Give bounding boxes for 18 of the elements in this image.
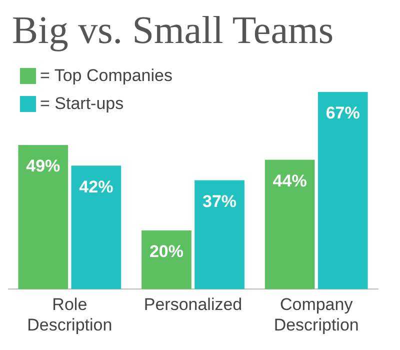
bar xyxy=(142,230,192,290)
bar xyxy=(71,166,122,290)
bar xyxy=(264,160,315,290)
x-tick-label: Company Description xyxy=(274,295,359,334)
x-tick-label: Role Description xyxy=(27,295,112,334)
data-label: 67% xyxy=(326,104,360,123)
data-label: 37% xyxy=(202,192,237,211)
bar xyxy=(318,92,368,290)
bar xyxy=(18,144,68,290)
x-tick-label: Personalized xyxy=(144,295,242,314)
data-label: 44% xyxy=(272,171,307,190)
data-label: 42% xyxy=(79,177,114,196)
chart-title: Big vs. Small Teams xyxy=(12,8,334,53)
legend-label: = Top Companies xyxy=(40,66,172,86)
data-label: 20% xyxy=(149,242,184,262)
data-label: 49% xyxy=(26,156,60,176)
bar xyxy=(194,180,244,290)
legend-label: = Start-ups xyxy=(40,94,124,114)
